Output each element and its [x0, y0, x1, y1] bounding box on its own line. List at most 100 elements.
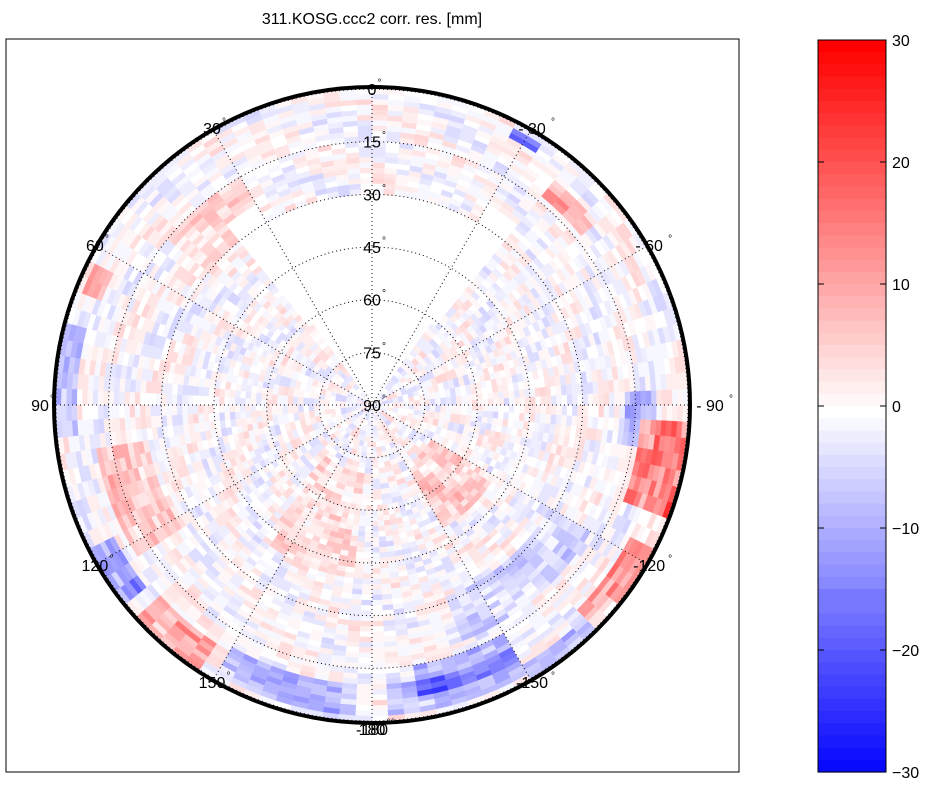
residual-cell	[371, 651, 386, 659]
residual-cell	[481, 410, 488, 418]
residual-cell	[519, 404, 525, 414]
residual-cell	[503, 397, 510, 406]
residual-cell	[66, 388, 73, 406]
residual-cell	[382, 508, 390, 516]
residual-cell	[224, 389, 231, 398]
residual-cell	[524, 396, 531, 406]
residual-cell	[379, 551, 389, 558]
residual-cell	[371, 157, 386, 164]
residual-cell	[378, 535, 387, 542]
residual-cell	[434, 397, 441, 406]
residual-cell	[378, 525, 386, 532]
residual-cells	[56, 89, 688, 721]
residual-cell	[356, 540, 366, 548]
residual-cell	[566, 404, 573, 416]
residual-cell	[560, 384, 567, 396]
residual-cell	[355, 556, 365, 564]
residual-cell	[166, 404, 173, 416]
residual-cell	[235, 411, 242, 420]
residual-cell	[371, 688, 388, 695]
residual-cell	[353, 572, 364, 579]
residual-cell	[361, 588, 373, 595]
residual-cell	[576, 404, 583, 417]
residual-cell	[366, 446, 373, 453]
residual-cell	[382, 609, 395, 616]
residual-cell	[539, 386, 546, 397]
residual-cell	[303, 397, 310, 406]
residual-cell	[476, 404, 483, 412]
residual-cell	[424, 404, 431, 412]
residual-cell	[359, 173, 373, 180]
residual-cell	[360, 615, 373, 622]
residual-cell	[513, 389, 520, 398]
residual-cell	[187, 385, 195, 396]
residual-cell	[240, 390, 247, 399]
residual-cell	[229, 411, 237, 421]
residual-cell	[56, 388, 62, 406]
residual-cell	[466, 394, 473, 406]
residual-cell	[371, 483, 382, 490]
residual-cell	[561, 394, 568, 406]
residual-cell	[528, 387, 536, 397]
residual-cell	[624, 391, 631, 406]
residual-cell	[513, 404, 520, 413]
residual-cell	[371, 578, 382, 585]
residual-cell	[523, 388, 531, 398]
residual-cell	[476, 393, 483, 400]
residual-cell	[471, 404, 478, 411]
residual-cell	[549, 385, 557, 396]
residual-cell	[124, 404, 131, 419]
residual-cell	[418, 409, 425, 417]
residual-cell	[371, 662, 387, 669]
residual-cell	[466, 404, 473, 416]
residual-cell	[224, 404, 231, 413]
residual-cell	[408, 404, 415, 410]
residual-cell	[352, 519, 361, 526]
residual-cell	[261, 410, 268, 417]
residual-cell	[92, 404, 99, 420]
residual-cell	[380, 577, 391, 585]
residual-cell	[519, 396, 525, 406]
residual-cell	[634, 404, 641, 420]
residual-cell	[118, 404, 126, 419]
residual-cell	[492, 391, 499, 399]
residual-cell	[192, 395, 199, 406]
residual-cell	[359, 519, 367, 527]
residual-cell	[324, 404, 331, 411]
residual-cell	[413, 399, 420, 406]
residual-cell	[353, 577, 364, 585]
residual-cell	[256, 392, 263, 400]
residual-cell	[382, 503, 389, 511]
residual-cell	[482, 404, 489, 412]
residual-cell	[362, 578, 373, 585]
residual-cell	[349, 189, 362, 196]
residual-cell	[197, 404, 204, 415]
residual-cell	[351, 593, 363, 600]
residual-cell	[352, 582, 363, 590]
residual-cell	[502, 390, 509, 399]
residual-cell	[480, 416, 488, 424]
residual-cell	[319, 393, 326, 401]
residual-cell	[383, 619, 396, 627]
residual-cell	[507, 411, 515, 421]
residual-cell	[518, 388, 525, 398]
residual-cell	[365, 515, 373, 522]
residual-cell	[613, 391, 620, 406]
residual-cell	[666, 404, 673, 421]
residual-cell	[365, 520, 373, 527]
residual-cell	[486, 416, 493, 425]
residual-cell	[303, 404, 310, 413]
residual-cell	[56, 404, 62, 422]
residual-cell	[356, 699, 373, 706]
residual-cell	[187, 414, 195, 425]
residual-cell	[287, 395, 294, 406]
residual-cell	[229, 404, 236, 413]
residual-cell	[576, 382, 583, 395]
residual-cell	[359, 641, 373, 648]
residual-cell	[371, 552, 381, 558]
residual-cell	[371, 504, 378, 511]
residual-cell	[586, 381, 594, 394]
residual-cell	[582, 393, 589, 406]
residual-cell	[439, 404, 446, 413]
residual-cell	[203, 404, 210, 415]
